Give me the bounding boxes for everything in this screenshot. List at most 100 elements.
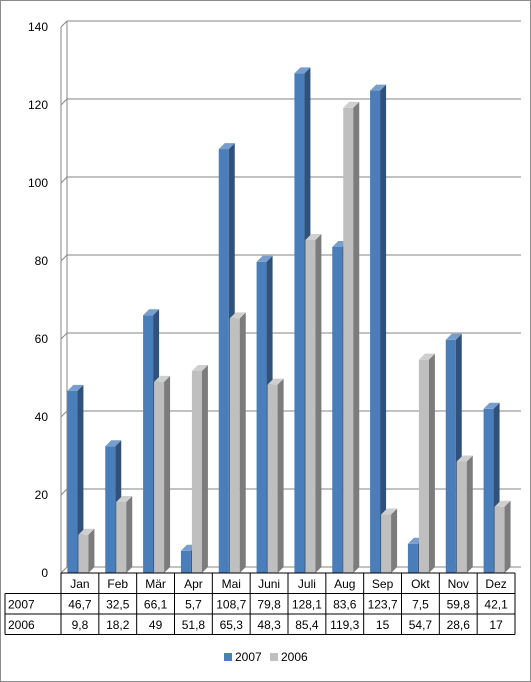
- bar-top-2006: [494, 500, 511, 507]
- legend-label-2006: 2006: [281, 650, 308, 664]
- table-cell: 48,3: [257, 618, 281, 632]
- bar-top-2006: [456, 455, 473, 462]
- bar-top-2007: [218, 143, 235, 150]
- bar-2006: [154, 381, 165, 573]
- bar-2006: [229, 318, 240, 573]
- bar-2007: [67, 390, 78, 573]
- bar-2006: [494, 506, 505, 573]
- bar-2007: [483, 408, 494, 573]
- table-cell: 32,5: [106, 598, 130, 612]
- bar-side-2006: [353, 101, 360, 573]
- bar-side-2006: [126, 496, 133, 573]
- table-cell: 46,7: [68, 598, 92, 612]
- bar-top-2006: [78, 528, 95, 535]
- y-tick-label: 40: [35, 410, 49, 424]
- bar-side-2007: [77, 384, 84, 573]
- table-cell: 85,4: [295, 618, 319, 632]
- table-cell: 7,5: [412, 598, 429, 612]
- y-tick-label: 20: [35, 488, 49, 502]
- bar-side-2006: [504, 500, 511, 573]
- table-cell: 65,3: [220, 618, 244, 632]
- bar-2007: [143, 315, 154, 573]
- bar-2007: [332, 246, 343, 573]
- table-cell: 54,7: [409, 618, 433, 632]
- bar-2006: [191, 370, 202, 573]
- bar-top-2007: [67, 384, 84, 391]
- gridline-diag: [60, 20, 68, 28]
- table-cell: 17: [489, 618, 503, 632]
- table-row-header: 2006: [8, 618, 35, 632]
- x-tick-label: Apr: [184, 577, 203, 591]
- bar-top-2006: [191, 364, 208, 371]
- y-tick-label: 60: [35, 332, 49, 346]
- bar-2006: [116, 502, 127, 573]
- y-tick-label: 140: [28, 20, 48, 34]
- bar-top-2007: [143, 309, 160, 316]
- bar-top-2007: [256, 255, 273, 262]
- x-tick-label: Mai: [222, 577, 241, 591]
- bar-side-2007: [380, 84, 387, 573]
- gridline-diag: [60, 566, 68, 574]
- bar-2007: [218, 149, 229, 573]
- table-cell: 66,1: [144, 598, 168, 612]
- table-cell: 51,8: [182, 618, 206, 632]
- table-cell: 28,6: [447, 618, 471, 632]
- bar-top-2006: [418, 353, 435, 360]
- bar-2007: [180, 550, 191, 573]
- bar-top-2006: [305, 233, 322, 240]
- x-tick-label: Mär: [145, 577, 166, 591]
- legend-label-2007: 2007: [235, 650, 262, 664]
- y-tick-label: 0: [41, 566, 48, 580]
- table-cell: 9,8: [72, 618, 89, 632]
- bar-side-2006: [315, 233, 322, 573]
- gridline-diag: [60, 176, 68, 184]
- legend-swatch-2006: [270, 653, 278, 661]
- bar-2006: [78, 534, 89, 573]
- bar-side-2006: [391, 508, 398, 573]
- bar-2006: [381, 514, 392, 573]
- bar-2007: [105, 446, 116, 573]
- y-tick-label: 80: [35, 254, 49, 268]
- x-tick-label: Dez: [485, 577, 506, 591]
- bar-side-2006: [466, 455, 473, 573]
- table-cell: 108,7: [216, 598, 246, 612]
- table-cell: 59,8: [447, 598, 471, 612]
- bar-side-2006: [239, 312, 246, 573]
- bar-2006: [305, 239, 316, 573]
- bar-top-2007: [294, 67, 311, 74]
- table-cell: 123,7: [368, 598, 398, 612]
- bar-side-2006: [88, 528, 95, 573]
- legend-swatch-2007: [224, 653, 232, 661]
- bar-2007: [370, 90, 381, 573]
- bar-top-2006: [116, 496, 133, 503]
- table-cell: 15: [376, 618, 390, 632]
- bar-2006: [456, 461, 467, 573]
- x-tick-label: Sep: [372, 577, 394, 591]
- y-tick-label: 100: [28, 176, 48, 190]
- bar-2007: [445, 339, 456, 573]
- table-cell: 83,6: [333, 598, 357, 612]
- bar-2007: [256, 261, 267, 573]
- bar-top-2007: [445, 333, 462, 340]
- bar-side-2006: [428, 353, 435, 573]
- bar-2007: [294, 73, 305, 573]
- x-tick-label: Jan: [70, 577, 89, 591]
- table-cell: 49: [149, 618, 163, 632]
- table-cell: 119,3: [330, 618, 359, 632]
- gridline-diag: [60, 488, 68, 496]
- x-tick-label: Feb: [107, 577, 128, 591]
- bar-2007: [407, 543, 418, 573]
- bar-top-2006: [267, 378, 284, 385]
- bar-top-2006: [343, 101, 360, 108]
- table-cell: 128,1: [292, 598, 322, 612]
- gridline-diag: [60, 254, 68, 262]
- bar-2006: [418, 359, 429, 573]
- table-cell: 18,2: [106, 618, 130, 632]
- bar-top-2007: [483, 402, 500, 409]
- gridline-diag: [60, 410, 68, 418]
- bar-top-2006: [381, 508, 398, 515]
- bar-top-2006: [229, 312, 246, 319]
- x-tick-label: Nov: [448, 577, 469, 591]
- bar-2006: [267, 384, 278, 573]
